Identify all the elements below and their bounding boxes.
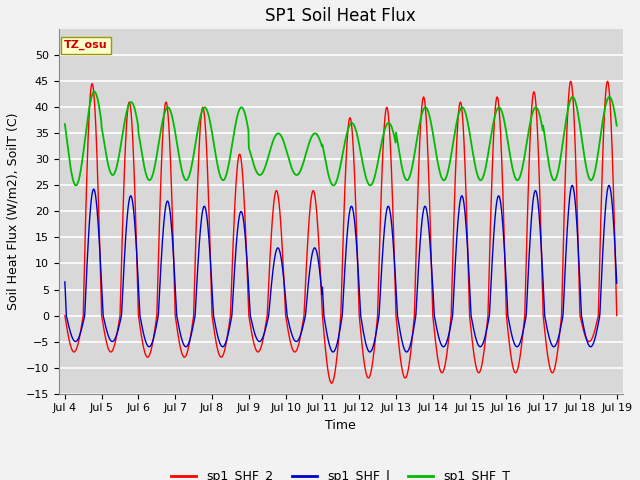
Legend: sp1_SHF_2, sp1_SHF_l, sp1_SHF_T: sp1_SHF_2, sp1_SHF_l, sp1_SHF_T <box>166 466 515 480</box>
Title: SP1 Soil Heat Flux: SP1 Soil Heat Flux <box>266 7 416 25</box>
Text: TZ_osu: TZ_osu <box>64 40 108 50</box>
X-axis label: Time: Time <box>325 419 356 432</box>
Y-axis label: Soil Heat Flux (W/m2), SoilT (C): Soil Heat Flux (W/m2), SoilT (C) <box>7 113 20 310</box>
